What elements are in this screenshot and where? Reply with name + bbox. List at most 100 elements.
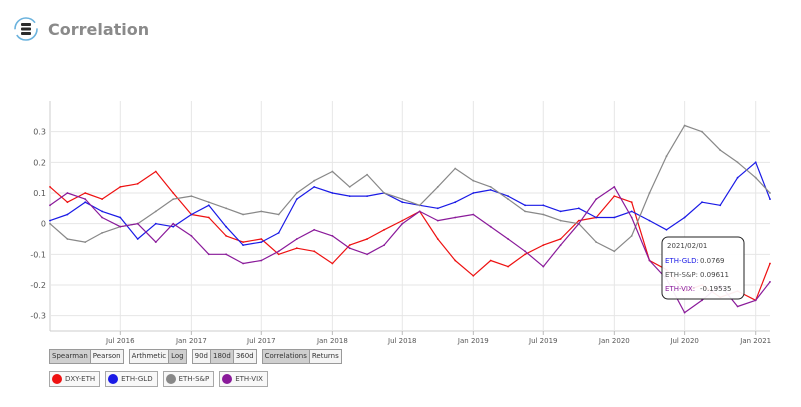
data-point [701, 201, 703, 204]
data-point [648, 219, 651, 222]
log-button[interactable]: Log [169, 349, 187, 364]
data-point [66, 213, 69, 216]
data-point [225, 235, 228, 237]
y-tick-label: 0.3 [33, 128, 46, 137]
series-color-dot [165, 374, 176, 384]
data-point [242, 241, 245, 244]
x-tick-label: Jan 2019 [457, 337, 489, 345]
data-point [719, 204, 722, 207]
data-point [225, 253, 228, 256]
data-point [736, 305, 739, 308]
data-point [489, 189, 492, 191]
data-point [383, 192, 385, 194]
returns-button[interactable]: Returns [309, 349, 342, 364]
data-point [507, 265, 509, 268]
window-90d-button[interactable]: 90d [191, 349, 211, 364]
data-point [366, 238, 368, 240]
data-point [507, 198, 509, 201]
data-point [436, 238, 439, 240]
data-point [401, 222, 404, 225]
data-point [472, 179, 475, 182]
data-point [172, 225, 175, 228]
data-point [613, 186, 616, 188]
data-point [331, 235, 334, 237]
data-point [242, 262, 245, 265]
data-point [665, 228, 668, 231]
data-point [489, 186, 492, 188]
data-point [559, 238, 562, 240]
data-point [524, 210, 526, 213]
data-point [313, 179, 316, 182]
data-point [736, 176, 739, 179]
data-point [769, 192, 771, 194]
pearson-button[interactable]: Pearson [90, 349, 124, 364]
data-point [507, 195, 509, 198]
data-point [101, 198, 103, 201]
data-point [559, 244, 562, 247]
data-point [542, 204, 545, 207]
data-point [66, 192, 69, 194]
data-point [366, 195, 368, 198]
data-point [49, 219, 51, 222]
x-tick-label: Jul 2018 [387, 337, 417, 345]
data-point [436, 186, 439, 188]
data-point [577, 219, 580, 222]
tooltip-row-label: ETH-VIX: [665, 285, 695, 293]
data-point [630, 210, 633, 213]
legend-item-eth-sp[interactable]: ETH-S&P [162, 371, 215, 387]
data-point [769, 281, 771, 283]
data-point [207, 204, 210, 207]
data-point [454, 216, 457, 219]
data-point [348, 195, 351, 198]
series-line [49, 186, 771, 314]
database-icon [14, 17, 38, 41]
data-point [295, 238, 298, 240]
data-point [701, 130, 703, 133]
data-point [472, 274, 475, 277]
series-eth-vix [49, 186, 771, 314]
data-point [418, 204, 421, 207]
legend-item-eth-vix[interactable]: ETH-VIX [219, 371, 268, 387]
data-point [454, 259, 457, 262]
data-point [630, 235, 633, 237]
data-point [559, 210, 562, 213]
data-point [190, 213, 193, 216]
window-180d-button[interactable]: 180d [211, 349, 234, 364]
x-tick-label: Jan 2021 [739, 337, 771, 345]
page-header: Correlation [14, 14, 149, 44]
data-point [383, 228, 385, 231]
spearman-button[interactable]: Spearman [49, 349, 91, 364]
window-360d-button[interactable]: 360d [233, 349, 257, 364]
data-point [84, 192, 87, 194]
data-point [225, 225, 228, 228]
arithmetic-button[interactable]: Arthmetic [128, 349, 170, 364]
data-point [154, 241, 157, 244]
y-tick-label: -0.1 [30, 250, 46, 259]
data-point [66, 238, 69, 240]
data-point [595, 241, 598, 244]
data-point [348, 244, 351, 247]
data-point [225, 207, 228, 210]
data-point [172, 198, 175, 201]
method-toggle: Spearman Pearson [49, 349, 124, 364]
tooltip-row-label: ETH-GLD: [665, 257, 699, 265]
data-point [524, 204, 526, 207]
data-point [277, 213, 280, 216]
legend-item-eth-gld[interactable]: ETH-GLD [105, 371, 158, 387]
legend-item-dxy-eth[interactable]: DXY-ETH [49, 371, 101, 387]
legend-label: DXY-ETH [65, 375, 96, 383]
scale-toggle: Arthmetic Log [128, 349, 187, 364]
window-toggle: 90d 180d 360d [191, 349, 257, 364]
data-point [190, 195, 193, 198]
y-tick-label: -0.2 [30, 281, 46, 290]
data-point [524, 253, 526, 256]
data-point [260, 210, 263, 213]
correlations-button[interactable]: Correlations [261, 349, 310, 364]
series-color-dot [222, 374, 233, 384]
x-tick-label: Jul 2020 [669, 337, 699, 345]
data-point [119, 225, 122, 228]
series-line [49, 124, 771, 252]
data-point [613, 250, 616, 253]
data-point [84, 198, 87, 201]
